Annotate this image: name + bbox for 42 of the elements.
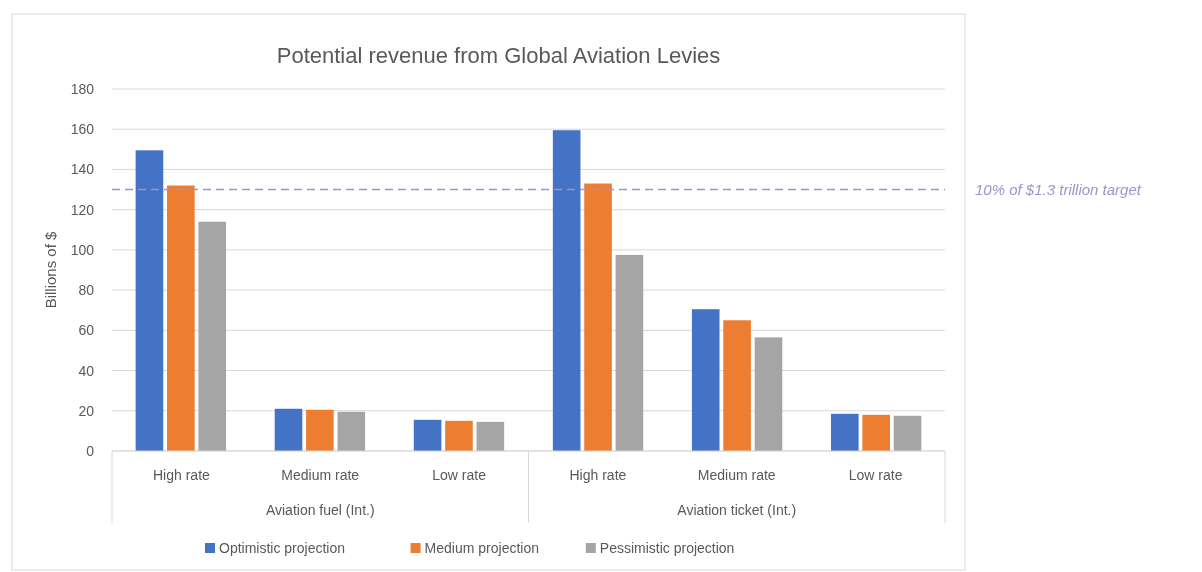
legend-label: Medium projection xyxy=(424,540,539,556)
bar xyxy=(274,408,303,451)
text: Aviation fuel (Int.) xyxy=(265,502,375,518)
bar xyxy=(337,411,366,451)
bar xyxy=(615,254,644,451)
chart-title: Potential revenue from Global Aviation Levies xyxy=(276,43,721,68)
bar xyxy=(413,419,442,451)
bar xyxy=(306,409,334,451)
y-tick-label: 140 xyxy=(70,161,95,178)
y-tick-label: 180 xyxy=(70,81,95,97)
y-tick-label: 0 xyxy=(86,443,95,459)
y-tick-label: 160 xyxy=(70,121,95,138)
bar xyxy=(830,413,859,451)
bar xyxy=(445,420,473,451)
bar xyxy=(476,421,505,451)
y-tick-label: 20 xyxy=(78,402,95,419)
y-tick-label: 40 xyxy=(78,362,95,379)
bar xyxy=(893,415,922,451)
y-axis-title: Billions of $ xyxy=(42,231,59,309)
bar xyxy=(754,337,783,451)
y-tick-label: 60 xyxy=(78,322,95,339)
bar xyxy=(584,183,612,451)
ref-line-label: 10% of $1.3 trillion target xyxy=(975,180,1142,198)
x-tick-label: High rate xyxy=(569,467,627,483)
legend-label: Pessimistic projection xyxy=(599,540,735,556)
bar xyxy=(862,414,890,451)
bar xyxy=(723,320,751,451)
bar xyxy=(691,309,720,451)
text: Aviation ticket (Int.) xyxy=(677,502,797,518)
x-tick-label: Low rate xyxy=(848,467,903,483)
legend-label: Optimistic projection xyxy=(219,540,346,556)
y-tick-label: 100 xyxy=(70,241,95,258)
x-tick-label: Low rate xyxy=(432,467,487,483)
y-tick-label: 80 xyxy=(78,282,95,299)
bar xyxy=(167,185,195,451)
x-tick-label: Medium rate xyxy=(697,467,776,483)
bar xyxy=(552,130,581,451)
bar xyxy=(198,221,227,451)
y-tick-label: 120 xyxy=(70,201,95,218)
bar xyxy=(135,150,164,451)
x-tick-label: Medium rate xyxy=(281,467,360,483)
x-tick-label: High rate xyxy=(153,467,211,483)
